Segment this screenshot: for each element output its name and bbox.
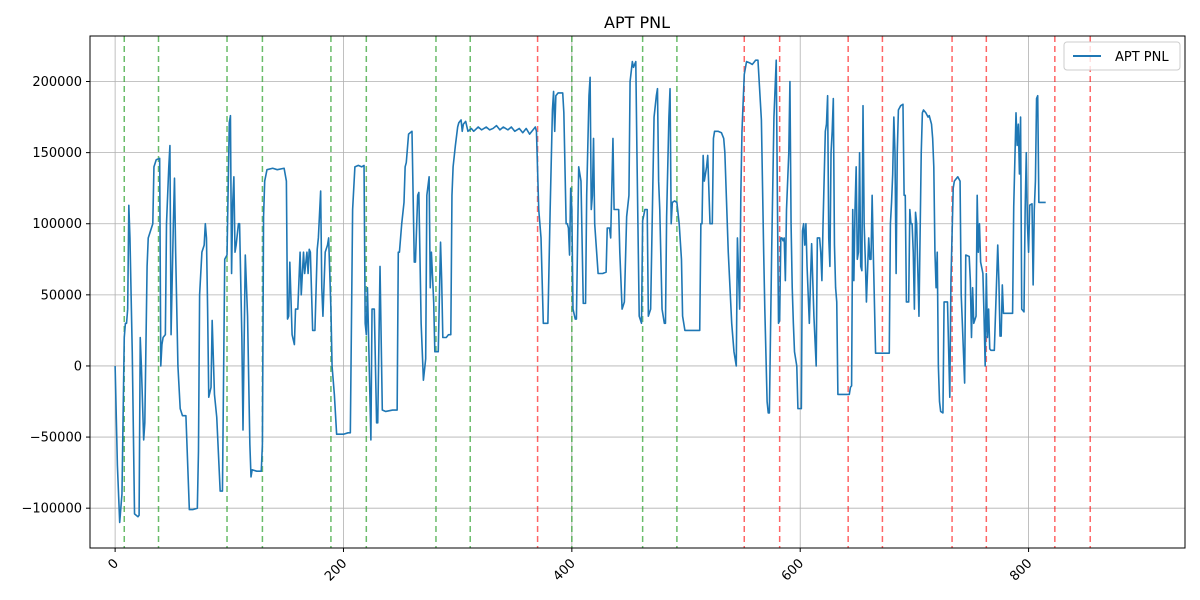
y-tick-label: 150000 [32,146,82,161]
legend: APT PNL [1063,41,1181,71]
y-tick-label: −100000 [21,502,82,517]
legend-box [1063,41,1181,71]
axes-frame [89,35,1186,549]
chart-title: APT PNL [604,13,670,32]
y-tick-label: −50000 [30,431,82,446]
y-tick-label: 50000 [41,288,82,303]
y-axis: −100000 −50000 0 50000 100000 150000 200000 [21,75,90,517]
series-layer [114,59,1046,524]
vertical-marker-layer [123,36,1091,548]
legend-label: APT PNL [1115,50,1169,65]
y-tick-label: 100000 [32,217,82,232]
series-line-apt-pnl [114,59,1046,524]
plot-area [89,35,1186,549]
y-tick-label: 0 [74,359,82,374]
y-tick-label: 200000 [32,75,82,90]
